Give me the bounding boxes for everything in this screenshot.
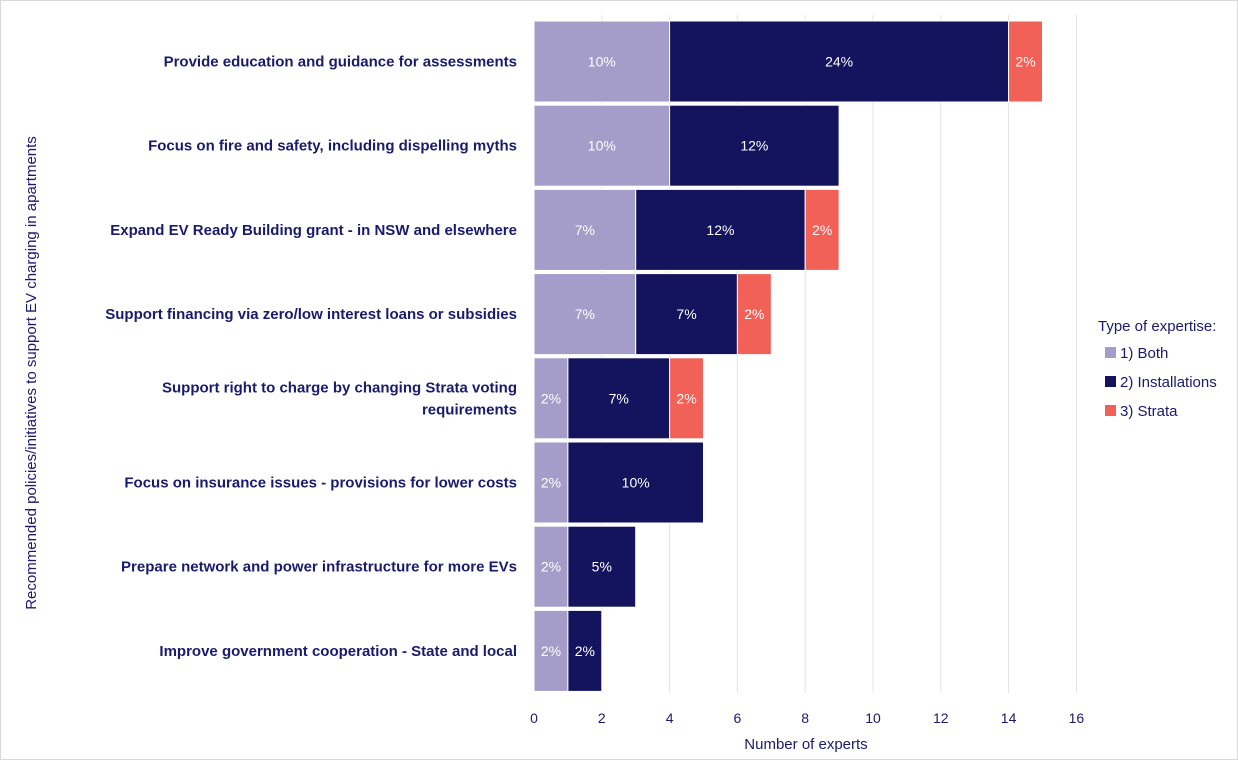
- x-tick-label-14: 14: [1001, 710, 1017, 726]
- data-label-1-row-6: 2%: [541, 475, 561, 491]
- legend-swatch-3: [1105, 405, 1116, 416]
- category-label-row-2: Focus on fire and safety, including disp…: [148, 138, 517, 155]
- data-label-1-row-2: 10%: [588, 138, 616, 154]
- legend-label-1: 1) Both: [1120, 345, 1168, 362]
- x-tick-label-16: 16: [1069, 710, 1085, 726]
- bar-3-row-1: [1008, 20, 1043, 103]
- data-label-1-row-3: 7%: [575, 222, 595, 238]
- data-label-1-row-5: 2%: [541, 390, 561, 406]
- bar-2-row-3: [635, 188, 806, 271]
- bar-3-row-5: [669, 357, 704, 440]
- category-label-row-7: Prepare network and power infrastructure…: [121, 559, 517, 576]
- data-label-3-row-5: 2%: [676, 390, 696, 406]
- data-label-2-row-2: 12%: [740, 138, 768, 154]
- x-tick-label-0: 0: [530, 710, 538, 726]
- x-axis-title: Number of experts: [744, 736, 867, 753]
- data-label-3-row-4: 2%: [744, 306, 764, 322]
- data-label-1-row-1: 10%: [588, 54, 616, 70]
- data-label-3-row-1: 2%: [1015, 54, 1035, 70]
- data-label-2-row-8: 2%: [575, 643, 595, 659]
- bar-3-row-4: [736, 273, 772, 356]
- category-label-row-4: Support financing via zero/low interest …: [105, 306, 517, 323]
- x-tick-label-10: 10: [865, 710, 881, 726]
- bar-2-row-8: [567, 609, 603, 692]
- data-label-1-row-8: 2%: [541, 643, 561, 659]
- category-label-row-3: Expand EV Ready Building grant - in NSW …: [110, 222, 517, 239]
- data-label-1-row-7: 2%: [541, 559, 561, 575]
- x-tick-label-6: 6: [734, 710, 742, 726]
- legend-label-2: 2) Installations: [1120, 374, 1217, 391]
- legend-label-3: 3) Strata: [1120, 403, 1178, 420]
- legend-swatch-2: [1105, 376, 1116, 387]
- x-tick-label-4: 4: [666, 710, 674, 726]
- category-label-row-5-line-2: requirements: [422, 401, 517, 418]
- data-label-2-row-5: 7%: [609, 390, 629, 406]
- data-label-2-row-7: 5%: [592, 559, 612, 575]
- bar-1-row-7: [533, 525, 569, 608]
- bar-2-row-7: [567, 525, 637, 608]
- data-label-2-row-6: 10%: [622, 475, 650, 491]
- data-label-2-row-4: 7%: [676, 306, 696, 322]
- bar-3-row-3: [804, 188, 840, 271]
- x-tick-label-8: 8: [801, 710, 809, 726]
- bar-2-row-1: [669, 20, 1010, 103]
- legend-title: Type of expertise:: [1098, 318, 1216, 335]
- bar-2-row-5: [567, 357, 671, 440]
- data-label-2-row-1: 24%: [825, 54, 853, 70]
- x-tick-label-2: 2: [598, 710, 606, 726]
- bar-2-row-2: [669, 104, 840, 187]
- bar-1-row-4: [533, 273, 637, 356]
- bar-1-row-1: [533, 20, 671, 103]
- x-tick-label-12: 12: [933, 710, 949, 726]
- bar-2-row-6: [567, 441, 705, 524]
- bar-1-row-6: [533, 441, 569, 524]
- bar-1-row-5: [533, 357, 569, 440]
- data-label-3-row-3: 2%: [812, 222, 832, 238]
- category-label-row-8: Improve government cooperation - State a…: [159, 643, 517, 660]
- legend-swatch-1: [1105, 347, 1116, 358]
- y-axis-title: Recommended policies/initiatives to supp…: [23, 136, 40, 610]
- category-label-row-1: Provide education and guidance for asses…: [164, 54, 517, 71]
- category-label-row-6: Focus on insurance issues - provisions f…: [124, 475, 517, 492]
- data-label-1-row-4: 7%: [575, 306, 595, 322]
- data-label-2-row-3: 12%: [706, 222, 734, 238]
- category-label-row-5-line-1: Support right to charge by changing Stra…: [162, 379, 517, 396]
- bar-1-row-3: [533, 188, 637, 271]
- bar-1-row-8: [533, 609, 569, 692]
